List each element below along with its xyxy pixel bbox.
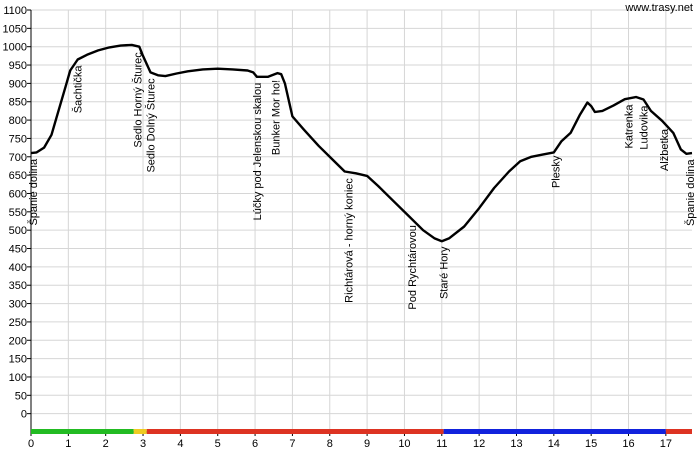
waypoint-label: Alžbetka <box>659 128 671 171</box>
x-tick-label: 4 <box>177 438 183 450</box>
x-tick-label: 1 <box>65 438 71 450</box>
route-segment <box>31 429 134 434</box>
y-tick-label: 300 <box>9 299 27 311</box>
x-tick-label: 10 <box>398 438 410 450</box>
y-tick-label: 1000 <box>3 42 27 54</box>
y-tick-label: 550 <box>9 207 27 219</box>
route-segment <box>146 429 444 434</box>
waypoint-label: Richtárová - horný koniec <box>343 178 355 303</box>
route-segment <box>133 429 147 434</box>
waypoint-label: Pod Rychtárovou <box>407 225 419 309</box>
y-tick-label: 900 <box>9 78 27 90</box>
x-tick-label: 8 <box>327 438 333 450</box>
x-tick-label: 2 <box>103 438 109 450</box>
watermark: www.trasy.net <box>624 2 693 14</box>
x-tick-label: 3 <box>140 438 146 450</box>
x-tick-label: 12 <box>473 438 485 450</box>
x-tick-label: 14 <box>548 438 560 450</box>
elevation-series <box>30 43 693 243</box>
axes <box>30 10 692 433</box>
y-tick-label: 650 <box>9 170 27 182</box>
waypoint-label: Plesky <box>551 155 563 188</box>
x-tick-label: 16 <box>622 438 634 450</box>
x-tick-label: 17 <box>660 438 672 450</box>
x-tick-label: 13 <box>510 438 522 450</box>
y-tick-label: 250 <box>9 317 27 329</box>
waypoint-label: Sedlo Dolný Šturec <box>145 78 158 173</box>
y-tick-label: 850 <box>9 97 27 109</box>
waypoint-label: Lúčky pod Jelenskou skalou <box>252 83 264 221</box>
y-tick-label: 450 <box>9 244 27 256</box>
waypoint-label: Španie dolina <box>684 158 697 226</box>
x-tick-label: 0 <box>28 438 34 450</box>
waypoint-label: Ludovika <box>638 105 650 150</box>
x-tick-label: 15 <box>585 438 597 450</box>
route-segment <box>665 429 692 434</box>
x-tick-label: 11 <box>436 438 447 450</box>
y-tick-label: 700 <box>9 152 27 164</box>
y-tick-label: 400 <box>9 262 27 274</box>
route-segment-bar <box>31 429 692 434</box>
y-tick-label: 150 <box>9 354 27 366</box>
y-tick-label: 50 <box>15 390 27 402</box>
waypoint-label: Katrenka <box>624 104 636 149</box>
waypoint-label: Sedlo Horný Šturec <box>131 52 144 148</box>
waypoint-label: Španie dolina <box>27 158 40 226</box>
y-tick-label: 200 <box>9 335 27 347</box>
y-tick-label: 0 <box>21 409 27 421</box>
x-tick-label: 5 <box>215 438 221 450</box>
y-tick-label: 1100 <box>3 5 27 17</box>
waypoint-label: Šachtička <box>72 65 85 114</box>
y-tick-label: 800 <box>9 115 27 127</box>
waypoint-labels: Španie dolina Šachtička Sedlo Horný Šturec… <box>27 52 697 310</box>
y-tick-label: 500 <box>9 225 27 237</box>
route-segment <box>443 429 666 434</box>
grid <box>30 9 692 432</box>
y-tick-label: 1050 <box>3 23 27 35</box>
y-tick-label: 350 <box>9 280 27 292</box>
y-tick-label: 750 <box>9 133 27 145</box>
x-tick-label: 9 <box>364 438 370 450</box>
x-tick-label: 6 <box>252 438 258 450</box>
y-tick-label: 100 <box>9 372 27 384</box>
x-tick-label: 7 <box>289 438 295 450</box>
y-tick-label: 600 <box>9 188 27 200</box>
waypoint-label: Bunker Mor ho! <box>271 80 283 155</box>
waypoint-label: Staré Hory <box>439 246 451 299</box>
y-tick-label: 950 <box>9 60 27 72</box>
x-axis-ticks: 0 1 2 3 4 5 6 7 8 9 10 11 12 13 14 15 16 17 <box>28 432 672 450</box>
elevation-line <box>30 43 693 243</box>
y-axis-ticks: 0 50 100 150 200 250 300 350 400 450 500 550 600 650 7… <box>3 5 31 421</box>
